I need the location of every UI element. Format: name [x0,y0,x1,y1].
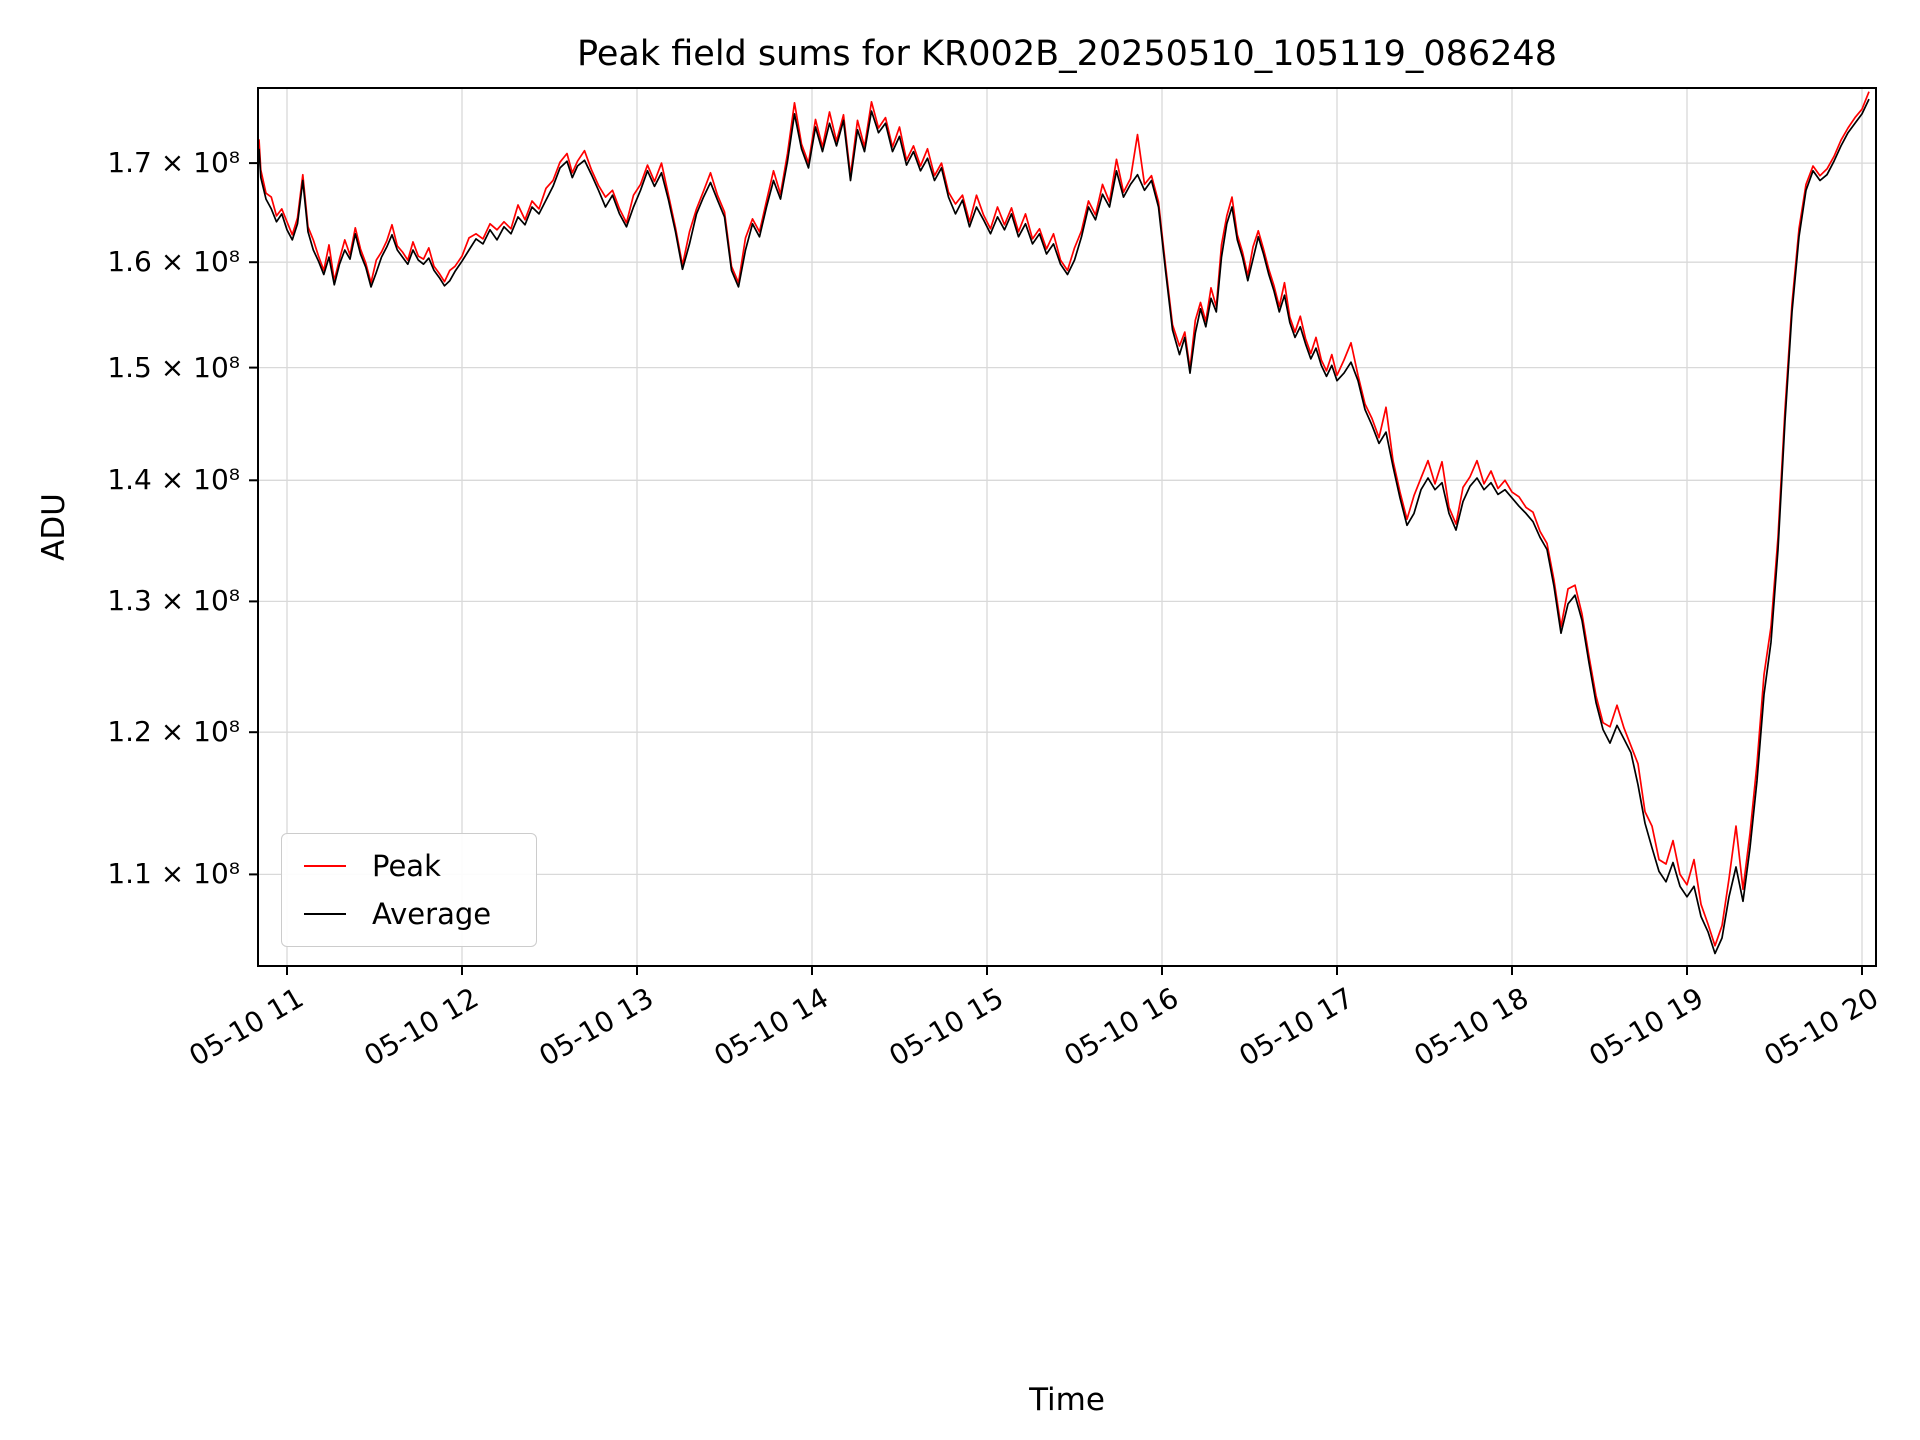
y-tick-label: 1.4 × 10⁸ [107,463,240,497]
y-tick-label: 1.5 × 10⁸ [107,350,240,384]
legend-item-average: Average [304,896,510,932]
average-line-swatch [304,913,346,915]
y-axis-label: ADU [36,493,72,561]
y-tick-label: 1.6 × 10⁸ [107,245,240,279]
x-axis-label: Time [1029,1382,1105,1418]
y-tick-label: 1.2 × 10⁸ [107,715,240,749]
legend: Peak Average [281,833,537,947]
legend-label-average: Average [372,897,492,931]
legend-label-peak: Peak [372,849,441,883]
chart-title: Peak field sums for KR002B_20250510_1051… [577,34,1557,74]
y-tick-label: 1.1 × 10⁸ [107,857,240,891]
y-tick-label: 1.3 × 10⁸ [107,584,240,618]
y-tick-label: 1.7 × 10⁸ [107,146,240,180]
legend-item-peak: Peak [304,848,510,884]
peak-line-swatch [304,865,346,867]
